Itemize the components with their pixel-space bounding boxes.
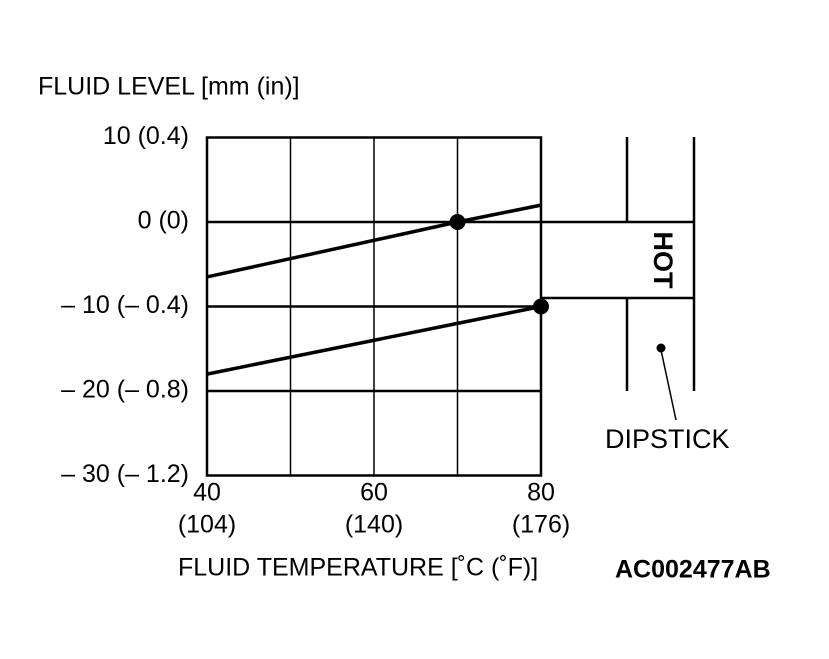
data-point bbox=[533, 298, 549, 315]
y-tick-label: – 10 (– 0.4) bbox=[61, 291, 189, 319]
y-tick-label: – 30 (– 1.2) bbox=[61, 460, 189, 488]
x-tick-label: 60 bbox=[360, 479, 388, 507]
data-point bbox=[449, 214, 466, 230]
dipstick-label: DIPSTICK bbox=[605, 424, 730, 454]
x-tick-label-f: (104) bbox=[178, 511, 236, 539]
hot-mark: HOT bbox=[648, 232, 678, 290]
x-tick-label-f: (140) bbox=[345, 511, 403, 539]
x-axis-title: FLUID TEMPERATURE [˚C (˚F)] bbox=[178, 554, 538, 582]
x-tick-label-f: (176) bbox=[512, 511, 570, 539]
y-tick-label: – 20 (– 0.8) bbox=[61, 376, 189, 404]
dipstick-dot bbox=[656, 343, 666, 353]
data-line bbox=[206, 304, 542, 376]
x-tick-label: 40 bbox=[193, 479, 221, 507]
y-tick-label: 10 (0.4) bbox=[103, 122, 189, 150]
dipstick-drawing bbox=[541, 137, 696, 421]
y-axis-title: FLUID LEVEL [mm (in)] bbox=[38, 73, 300, 101]
figure-code: AC002477AB bbox=[615, 556, 771, 584]
y-tick-label: 0 (0) bbox=[138, 207, 189, 235]
x-tick-label: 80 bbox=[527, 479, 555, 507]
